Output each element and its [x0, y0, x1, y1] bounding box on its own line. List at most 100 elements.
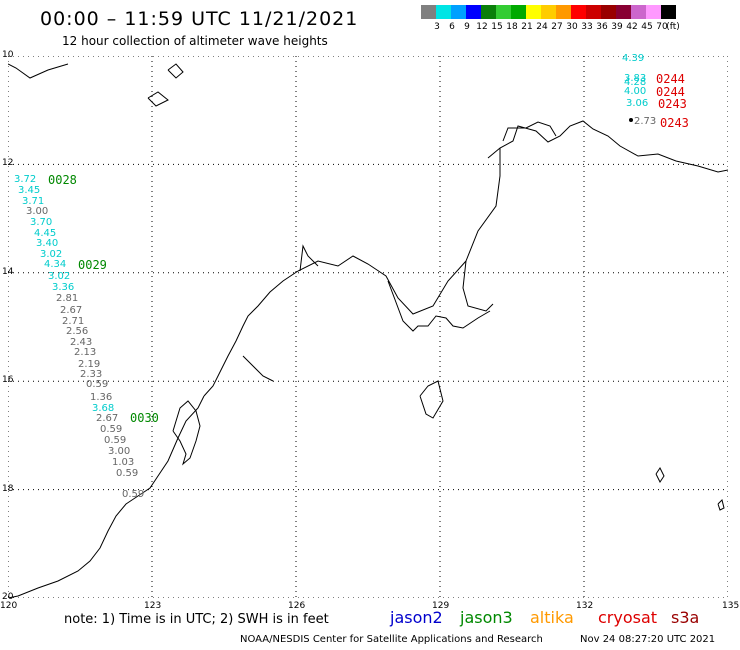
pass-time-label: 0028 — [48, 173, 77, 187]
color-scale-swatch — [451, 5, 466, 19]
color-scale-label: 12 — [476, 22, 488, 32]
swh-measurement: 2.19 — [78, 359, 101, 370]
longitude-label: 120 — [0, 601, 18, 611]
swh-measurement: 0.59 — [100, 424, 123, 435]
swh-measurement: 1.03 — [112, 457, 135, 468]
color-scale-swatch — [601, 5, 616, 19]
map-frame — [8, 56, 728, 598]
footnote: note: 1) Time is in UTC; 2) SWH is in fe… — [64, 612, 329, 627]
color-scale-label: 70 — [656, 22, 668, 32]
pass-time-label: 0244 — [656, 72, 685, 86]
swh-measurement: 0.59 — [104, 435, 127, 446]
longitude-label: 135 — [722, 601, 740, 611]
color-scale-label: 6 — [449, 22, 455, 32]
swh-measurement: 2.56 — [66, 326, 89, 337]
swh-measurement: 3.02 — [48, 271, 71, 282]
swh-measurement: 4.39 — [622, 53, 645, 64]
color-scale-label: 15 — [491, 22, 503, 32]
color-scale-swatch — [646, 5, 661, 19]
color-scale-swatch — [436, 5, 451, 19]
color-scale-swatch — [526, 5, 541, 19]
swh-measurement: 4.34 — [44, 259, 67, 270]
swh-measurement: 2.43 — [70, 337, 93, 348]
coastline-luzon-bay — [502, 121, 557, 142]
coastline-gulf — [172, 400, 201, 466]
color-scale-swatch — [481, 5, 496, 19]
color-scale-label: (ft) — [666, 22, 680, 32]
color-scale-label: 18 — [506, 22, 518, 32]
pass-time-label: 0243 — [658, 97, 687, 111]
color-scale-label: 36 — [596, 22, 608, 32]
swh-measurement: 1.36 — [90, 392, 113, 403]
color-scale-label: 39 — [611, 22, 623, 32]
latitude-label: 12 — [2, 158, 14, 169]
color-scale-label: 9 — [464, 22, 470, 32]
swh-measurement: 2.13 — [74, 347, 97, 358]
footer-credit: NOAA/NESDIS Center for Satellite Applica… — [240, 634, 543, 645]
swh-measurement: 4.00 — [624, 86, 647, 97]
legend-entry: jason3 — [460, 608, 513, 627]
color-scale-swatch — [511, 5, 526, 19]
color-scale-label: 21 — [521, 22, 533, 32]
legend-entry: altika — [530, 608, 574, 627]
coastline-island-small — [147, 91, 169, 107]
longitude-label: 126 — [288, 601, 306, 611]
swh-measurement: 3.02 — [40, 249, 63, 260]
color-scale-label: 45 — [641, 22, 653, 32]
color-scale-swatch — [421, 5, 436, 19]
coastline-luzon-central — [203, 255, 467, 397]
color-scale-swatch — [541, 5, 556, 19]
color-scale-swatch — [496, 5, 511, 19]
swh-measurement: 2.67 — [96, 413, 119, 424]
swh-measurement: 4.28 — [624, 77, 647, 88]
color-scale-swatch — [661, 5, 676, 19]
legend-entry: cryosat — [598, 608, 658, 627]
swh-measurement: 3.36 — [52, 282, 75, 293]
swh-measurement: 0.59 — [86, 379, 109, 390]
swh-measurement: 3.71 — [22, 196, 45, 207]
swh-measurement: 3.72 — [14, 174, 37, 185]
swh-measurement: 3.40 — [36, 238, 59, 249]
color-scale-label: 27 — [551, 22, 563, 32]
footer-date: Nov 24 08:27:20 UTC 2021 — [580, 634, 716, 645]
coastline — [8, 63, 728, 598]
swh-measurement: 2.81 — [56, 293, 79, 304]
swh-measurement: 3.45 — [18, 185, 41, 196]
pass-time-label: 0243 — [660, 116, 689, 130]
coastline-bay-inlet — [387, 280, 491, 332]
color-scale-label: 33 — [581, 22, 593, 32]
swh-measurement: 2.73 — [634, 116, 657, 127]
color-scale-swatch — [571, 5, 586, 19]
swh-measurement: 2.33 — [80, 369, 103, 380]
color-scale-labels: 3 6 9 12 15 18 21 24 27 30 33 36 39 42 45 70 (ft) — [421, 22, 740, 36]
latitude-label: 16 — [2, 375, 14, 386]
longitude-label: 132 — [576, 601, 594, 611]
color-scale-swatch — [586, 5, 601, 19]
latitude-label: 14 — [2, 266, 14, 277]
swh-measurement: 3.00 — [108, 446, 131, 457]
pass-time-label: 0029 — [78, 258, 107, 272]
coastline-island-e — [717, 499, 725, 511]
swh-measurement: 2.71 — [62, 316, 85, 327]
longitude-label: 123 — [144, 601, 162, 611]
swh-measurement: 2.67 — [60, 305, 83, 316]
coastline-island-a — [167, 63, 184, 79]
latitude-label: 10 — [2, 50, 14, 60]
swh-measurement: 0.59 — [116, 468, 139, 479]
legend-entry: jason2 — [390, 608, 443, 627]
swh-measurement: 3.70 — [30, 217, 53, 228]
coastline-luzon-west — [462, 148, 501, 312]
color-scale-swatch — [631, 5, 646, 19]
color-scale-label: 24 — [536, 22, 548, 32]
measurement-dot — [629, 118, 633, 122]
color-scale-swatch — [616, 5, 631, 19]
color-scale-label: 3 — [434, 22, 440, 32]
color-scale-swatch — [466, 5, 481, 19]
coastline-mainland-north — [8, 63, 69, 79]
color-scale-label: 30 — [566, 22, 578, 32]
chart-subtitle: 12 hour collection of altimeter wave hei… — [62, 34, 328, 48]
latitude-label: 18 — [2, 483, 14, 494]
latitude-label: 20 — [2, 592, 14, 602]
pass-time-label: 0244 — [656, 85, 685, 99]
coastline-luzon-south — [299, 244, 319, 272]
